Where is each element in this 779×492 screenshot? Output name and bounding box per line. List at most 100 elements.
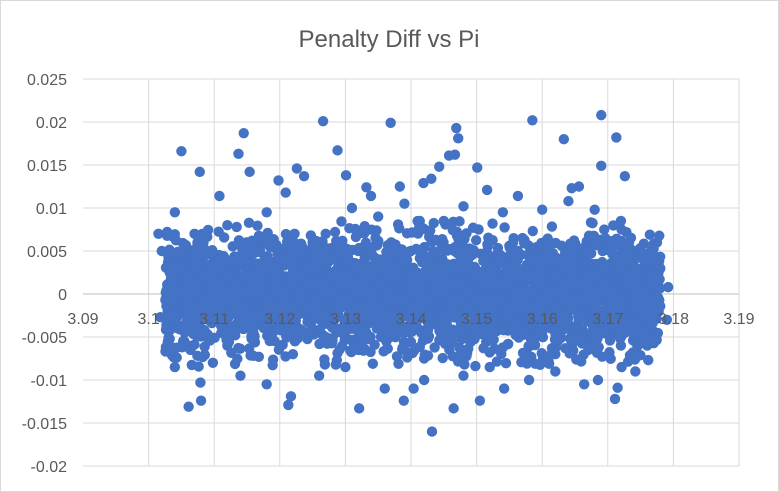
data-point <box>188 249 199 261</box>
data-point <box>222 270 233 281</box>
data-point <box>285 391 297 402</box>
data-point <box>567 248 578 260</box>
data-point <box>335 324 347 336</box>
data-point <box>518 238 530 249</box>
data-point <box>283 399 294 411</box>
data-point <box>365 190 377 202</box>
data-point <box>416 325 427 336</box>
data-point <box>639 293 651 304</box>
data-point <box>588 259 599 270</box>
data-point <box>465 290 476 301</box>
data-point <box>277 318 288 329</box>
data-point <box>200 271 211 283</box>
data-point <box>560 343 571 354</box>
data-point <box>394 181 406 192</box>
data-point <box>235 343 246 354</box>
data-point <box>470 360 481 372</box>
data-point <box>599 224 610 235</box>
y-tick-label: -0.02 <box>31 459 68 476</box>
data-point <box>176 247 188 259</box>
data-point <box>217 303 228 314</box>
data-point <box>340 170 352 181</box>
data-point <box>561 314 572 326</box>
data-point <box>459 234 470 245</box>
data-point <box>439 338 451 349</box>
data-point <box>372 321 384 332</box>
data-point <box>297 294 308 305</box>
data-point <box>446 309 458 320</box>
data-point <box>572 294 584 305</box>
data-point <box>492 242 504 254</box>
data-point <box>609 393 621 405</box>
x-tick-label: 3.12 <box>264 311 295 328</box>
y-tick-label: 0.01 <box>36 201 67 218</box>
data-point <box>361 182 372 193</box>
data-point <box>164 244 175 255</box>
data-point <box>647 318 658 329</box>
data-point <box>267 354 279 365</box>
data-point <box>359 221 370 232</box>
data-point <box>401 228 413 239</box>
data-point <box>169 361 181 373</box>
data-point <box>319 354 330 365</box>
data-point <box>477 318 488 330</box>
data-point <box>580 264 592 275</box>
data-point <box>392 219 404 230</box>
data-point <box>383 310 394 322</box>
data-point <box>365 346 376 358</box>
data-point <box>424 231 435 243</box>
data-point <box>622 356 634 367</box>
data-point <box>171 352 182 363</box>
y-axis-tick-labels: -0.02 -0.015 -0.01 -0.005 0 0.005 0.01 0.015 0.0… <box>22 72 67 476</box>
data-point <box>603 285 614 296</box>
data-point <box>491 356 503 367</box>
data-point <box>207 357 219 368</box>
data-point <box>527 225 538 237</box>
data-point <box>280 187 291 198</box>
data-point <box>162 324 173 335</box>
data-point <box>643 354 654 366</box>
data-point <box>573 181 585 192</box>
data-point <box>516 356 527 368</box>
data-point <box>347 302 358 314</box>
data-point <box>241 237 252 248</box>
data-point <box>596 109 607 121</box>
data-point <box>615 215 627 227</box>
data-point <box>619 170 631 182</box>
data-point <box>485 307 496 318</box>
data-point <box>207 245 218 256</box>
data-point <box>498 277 509 289</box>
data-point <box>470 234 482 246</box>
data-point <box>413 303 424 315</box>
data-point <box>162 256 174 268</box>
data-point <box>280 351 291 362</box>
data-point <box>399 198 410 209</box>
data-point <box>579 272 591 283</box>
data-point <box>613 286 624 297</box>
data-point <box>195 255 206 267</box>
data-point <box>581 297 592 308</box>
data-point <box>390 239 401 250</box>
data-point <box>407 269 419 280</box>
data-point <box>616 235 627 247</box>
data-point <box>335 302 346 314</box>
data-point <box>630 366 641 377</box>
data-point <box>601 276 613 288</box>
y-tick-label: -0.015 <box>22 416 67 433</box>
data-point <box>497 207 509 218</box>
data-point <box>453 133 464 144</box>
data-point <box>324 319 336 331</box>
chart-title: Penalty Diff vs Pi <box>299 26 480 53</box>
data-point <box>397 343 408 354</box>
data-point <box>171 342 182 353</box>
data-point <box>426 426 438 437</box>
data-point <box>644 269 656 281</box>
data-point <box>398 395 409 406</box>
data-point <box>654 283 666 294</box>
data-point <box>204 259 215 270</box>
data-point <box>473 273 484 284</box>
data-point <box>518 291 530 302</box>
x-tick-label: 3.14 <box>395 311 426 328</box>
data-point <box>418 251 429 263</box>
data-point <box>250 244 262 255</box>
